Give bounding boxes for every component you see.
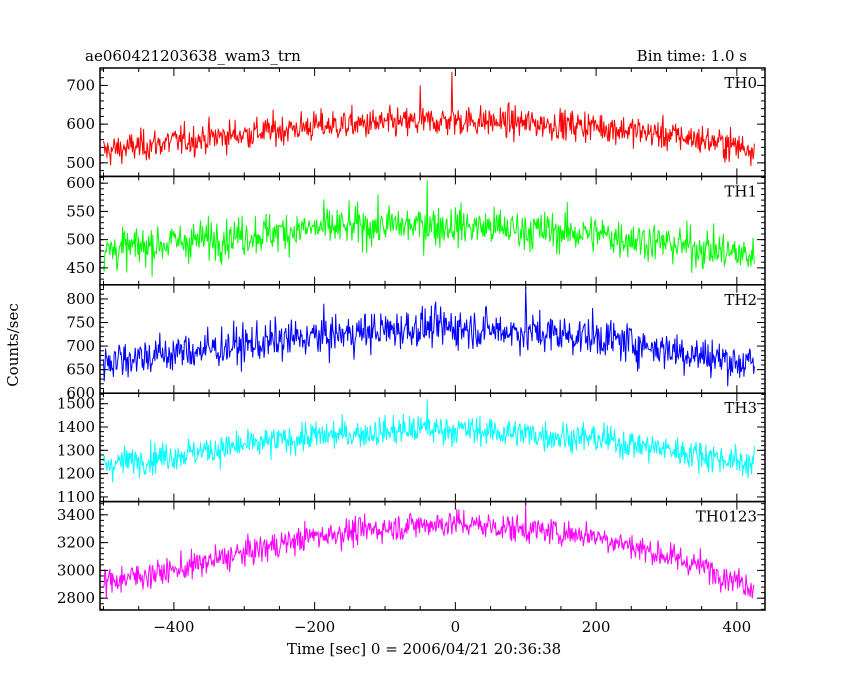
panel-th0: 500 600 700 TH0 xyxy=(66,67,766,178)
x-tick-label: 0 xyxy=(451,618,461,636)
x-tick-label: −200 xyxy=(294,618,335,636)
series-th1 xyxy=(103,180,755,277)
panel-th1: 450 500 550 600 TH1 xyxy=(66,174,766,286)
y-tick-label: 1400 xyxy=(57,418,95,436)
y-tick-label: 700 xyxy=(66,337,95,355)
y-tick-label: 750 xyxy=(66,314,95,332)
panel-label: TH1 xyxy=(724,182,757,200)
y-axis-label: Counts/sec xyxy=(4,303,22,387)
panel-frame xyxy=(99,500,766,611)
panel-th0123: 2800 3000 3200 3400 TH0123 xyxy=(57,500,766,611)
y-tick-label: 450 xyxy=(66,259,95,277)
bin-time-label: Bin time: 1.0 s xyxy=(637,47,747,65)
y-tick-label: 3200 xyxy=(57,534,95,552)
y-tick-label: 1100 xyxy=(57,488,95,506)
y-tick-label: 700 xyxy=(66,76,95,94)
x-tick-label: 200 xyxy=(582,618,611,636)
y-tick-label: 1200 xyxy=(57,465,95,483)
panels: 500 600 700 TH0 450 500 550 600 TH1 600 650 700 750 8… xyxy=(57,67,766,611)
x-axis: −400 −200 0 200 400 xyxy=(153,618,751,636)
y-tick-label: 550 xyxy=(66,202,95,220)
y-tick-label: 650 xyxy=(66,361,95,379)
panel-frame xyxy=(99,67,766,178)
chart-title: ae060421203638_wam3_trn xyxy=(85,47,301,65)
x-axis-label: Time [sec] 0 = 2006/04/21 20:36:38 xyxy=(287,640,561,658)
y-tick-label: 600 xyxy=(66,174,95,192)
y-tick-label: 1300 xyxy=(57,441,95,459)
x-tick-label: 400 xyxy=(723,618,752,636)
y-tick-label: 600 xyxy=(66,384,95,402)
y-tick-label: 3400 xyxy=(57,506,95,524)
x-tick-label: −400 xyxy=(153,618,194,636)
series-th0 xyxy=(103,71,755,167)
series-th2 xyxy=(103,287,755,387)
series-th0123 xyxy=(103,505,755,599)
y-tick-label: 500 xyxy=(66,154,95,172)
panel-label: TH3 xyxy=(724,399,757,417)
panel-label: TH2 xyxy=(724,291,757,309)
y-tick-label: 600 xyxy=(66,115,95,133)
panel-th3: 1100 1200 1300 1400 1500 TH3 xyxy=(57,392,766,506)
panel-label: TH0123 xyxy=(696,508,757,526)
panel-label: TH0 xyxy=(724,74,757,92)
panel-th2: 600 650 700 750 800 TH2 xyxy=(66,284,766,402)
series-th3 xyxy=(103,398,755,483)
y-tick-label: 500 xyxy=(66,231,95,249)
y-tick-label: 800 xyxy=(66,290,95,308)
y-tick-label: 2800 xyxy=(57,589,95,607)
y-tick-label: 3000 xyxy=(57,561,95,579)
y-tick-label: 1500 xyxy=(57,395,95,413)
